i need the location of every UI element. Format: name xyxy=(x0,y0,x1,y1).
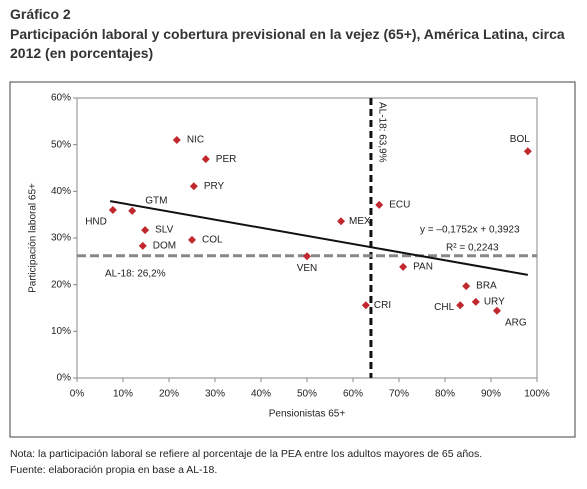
point xyxy=(462,282,471,291)
x-tick-label: 0% xyxy=(70,389,85,400)
point xyxy=(471,297,480,306)
chart-label: Gráfico 2 xyxy=(10,6,71,22)
point-label: CRI xyxy=(374,300,391,311)
y-tick-label: 10% xyxy=(51,326,71,337)
y-tick-label: 20% xyxy=(51,279,71,290)
notes: Nota: la participación laboral se refier… xyxy=(10,446,482,478)
point-label: PRY xyxy=(204,181,225,192)
point xyxy=(189,182,198,191)
point-label: DOM xyxy=(153,241,176,252)
point-label: BOL xyxy=(510,134,530,145)
y-tick-label: 40% xyxy=(51,186,71,197)
x-axis-label: Pensionistas 65+ xyxy=(269,409,346,420)
point-label: HND xyxy=(85,217,107,228)
y-tick-label: 60% xyxy=(51,93,71,104)
point-label: ECU xyxy=(389,200,410,211)
point xyxy=(141,226,150,235)
x-tick-label: 40% xyxy=(251,389,271,400)
x-tick-label: 100% xyxy=(524,389,550,400)
x-tick-label: 60% xyxy=(343,389,363,400)
point-label: ARG xyxy=(505,317,527,328)
chart-title: Participación laboral y cobertura previs… xyxy=(10,26,565,61)
x-tick-label: 50% xyxy=(297,389,317,400)
y-axis-label: Participación laboral 65+ xyxy=(28,183,39,293)
point-label: PAN xyxy=(413,262,433,273)
chart-frame xyxy=(9,81,576,438)
point-label: CHL xyxy=(434,302,454,313)
plot-area xyxy=(76,97,538,379)
point-label: GTM xyxy=(145,196,167,207)
trend-equation: y = –0,1752x + 0,3923 xyxy=(420,225,520,236)
x-tick-label: 20% xyxy=(159,389,179,400)
point xyxy=(128,206,137,215)
point xyxy=(303,252,311,261)
trend-r2: R² = 0,2243 xyxy=(446,243,499,254)
x-tick-label: 70% xyxy=(389,389,409,400)
point-label: COL xyxy=(202,235,223,246)
point xyxy=(399,262,408,271)
header: Gráfico 2 Participación laboral y cobert… xyxy=(10,6,575,63)
reference-label: AL-18: 63,9% xyxy=(376,102,387,163)
point xyxy=(188,235,196,244)
point-label: SLV xyxy=(155,225,173,236)
point-label: MEX xyxy=(349,216,371,227)
point xyxy=(492,306,501,315)
point-label: BRA xyxy=(476,281,497,292)
y-tick-label: 30% xyxy=(51,233,71,244)
point xyxy=(201,155,210,164)
point-label: PER xyxy=(216,154,237,165)
point xyxy=(108,206,117,214)
x-tick-label: 30% xyxy=(205,389,225,400)
point xyxy=(138,241,147,250)
point xyxy=(337,217,346,226)
point-label: VEN xyxy=(297,263,318,274)
source: Fuente: elaboración propia en base a AL-… xyxy=(10,464,218,476)
x-tick-label: 80% xyxy=(435,389,455,400)
point-label: URY xyxy=(484,297,505,308)
point xyxy=(375,200,384,209)
point xyxy=(172,136,181,144)
x-tick-label: 10% xyxy=(113,389,133,400)
reference-label: AL-18: 26,2% xyxy=(105,268,166,279)
y-tick-label: 50% xyxy=(51,139,71,150)
trend-line xyxy=(109,200,528,276)
point xyxy=(456,301,465,310)
x-tick-label: 90% xyxy=(481,389,501,400)
point-label: NIC xyxy=(187,135,204,146)
point xyxy=(361,301,370,310)
y-tick-label: 0% xyxy=(57,373,72,384)
point xyxy=(523,147,532,156)
note: Nota: la participación laboral se refier… xyxy=(10,448,483,460)
